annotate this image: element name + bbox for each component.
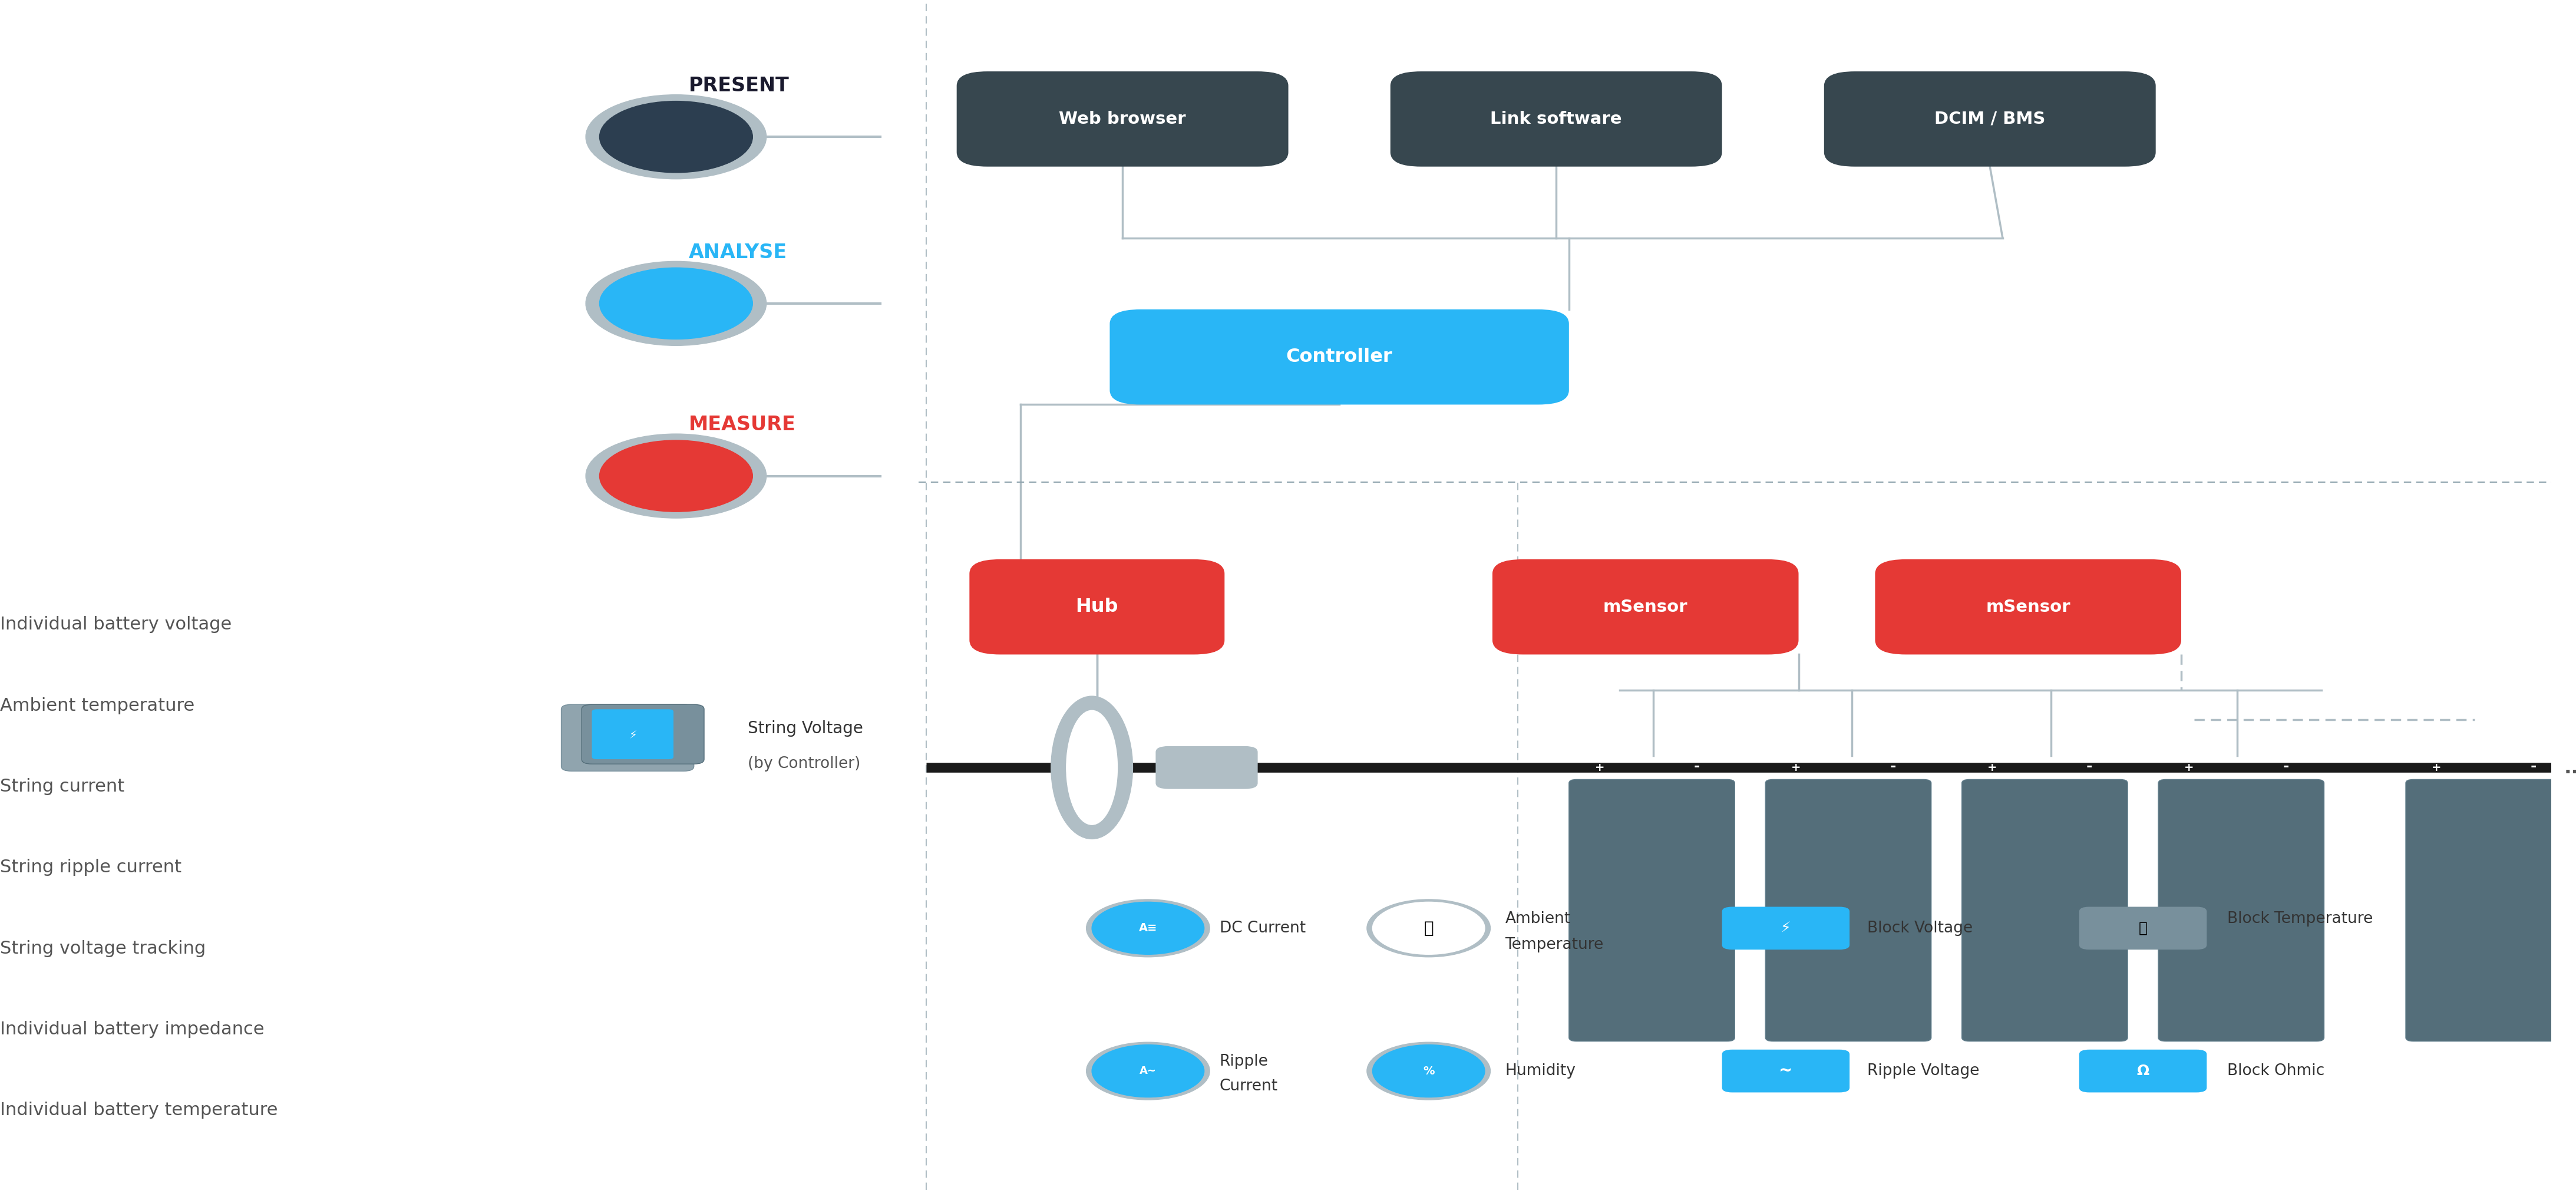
Text: Individual battery impedance: Individual battery impedance [0,1021,265,1038]
FancyBboxPatch shape [1569,779,1734,1041]
Circle shape [1373,902,1484,954]
Text: Controller: Controller [1285,347,1394,367]
Text: +: + [1989,763,1996,774]
Text: Ambient: Ambient [1504,912,1571,926]
FancyBboxPatch shape [2079,1050,2208,1092]
Text: 🌡: 🌡 [2138,921,2148,935]
Circle shape [585,434,768,518]
Text: ANALYSE: ANALYSE [688,243,788,262]
Text: A≡: A≡ [1139,922,1157,934]
FancyBboxPatch shape [562,704,693,771]
FancyBboxPatch shape [2079,907,2208,950]
Text: 🌡: 🌡 [1425,920,1432,937]
Text: A~: A~ [1139,1066,1157,1076]
Text: %: % [1422,1065,1435,1077]
Text: Temperature: Temperature [1504,938,1605,952]
Text: String ripple current: String ripple current [0,859,180,876]
Text: Ripple: Ripple [1218,1054,1267,1069]
FancyBboxPatch shape [1824,71,2156,167]
Text: Block Voltage: Block Voltage [1868,921,1973,935]
Circle shape [1087,1042,1211,1100]
Text: Individual battery temperature: Individual battery temperature [0,1102,278,1119]
Text: Ω: Ω [2136,1064,2148,1078]
Text: Block Temperature: Block Temperature [2228,912,2372,926]
FancyBboxPatch shape [2159,779,2324,1041]
Circle shape [585,262,768,345]
Text: +: + [2432,763,2442,774]
Text: -: - [1891,759,1896,774]
Circle shape [1368,900,1492,957]
Circle shape [1087,900,1211,957]
FancyBboxPatch shape [956,71,1288,167]
Text: Humidity: Humidity [1504,1064,1577,1078]
FancyBboxPatch shape [1110,309,1569,405]
Text: mSensor: mSensor [1602,599,1687,615]
Text: +: + [1790,763,1801,774]
Ellipse shape [1066,710,1118,825]
Circle shape [1092,902,1203,954]
Text: DC Current: DC Current [1218,921,1306,935]
Text: DCIM / BMS: DCIM / BMS [1935,111,2045,127]
Text: Hub: Hub [1077,597,1118,616]
FancyBboxPatch shape [1875,559,2182,654]
Text: ..: .. [2563,758,2576,777]
Text: Link software: Link software [1492,111,1623,127]
Text: Web browser: Web browser [1059,111,1185,127]
Circle shape [600,268,752,339]
Text: Ambient temperature: Ambient temperature [0,697,196,714]
Text: -: - [2087,759,2092,774]
Text: Current: Current [1218,1079,1278,1094]
Text: -: - [2282,759,2290,774]
Text: (by Controller): (by Controller) [747,757,860,771]
Text: String Voltage: String Voltage [747,720,863,737]
Text: Individual battery voltage: Individual battery voltage [0,616,232,633]
Text: +: + [2184,763,2195,774]
Text: -: - [2530,759,2537,774]
FancyBboxPatch shape [1765,779,1932,1041]
FancyBboxPatch shape [1391,71,1721,167]
Text: -: - [1692,759,1700,774]
FancyBboxPatch shape [2406,779,2571,1041]
Circle shape [600,101,752,173]
Ellipse shape [1051,696,1133,839]
Text: Ripple Voltage: Ripple Voltage [1868,1064,1978,1078]
FancyBboxPatch shape [1721,1050,1850,1092]
FancyBboxPatch shape [1157,746,1257,789]
Text: String voltage tracking: String voltage tracking [0,940,206,957]
Text: ~: ~ [1780,1063,1793,1079]
FancyBboxPatch shape [1721,907,1850,950]
Circle shape [600,440,752,512]
Text: Block Ohmic: Block Ohmic [2228,1064,2324,1078]
Text: mSensor: mSensor [1986,599,2071,615]
Circle shape [1373,1045,1484,1097]
Text: ⚡: ⚡ [629,729,636,741]
FancyBboxPatch shape [1492,559,1798,654]
Text: ⚡: ⚡ [1780,921,1790,935]
Circle shape [1368,1042,1492,1100]
FancyBboxPatch shape [969,559,1224,654]
Text: MEASURE: MEASURE [688,415,796,434]
FancyBboxPatch shape [1963,779,2128,1041]
Text: String current: String current [0,778,124,795]
FancyBboxPatch shape [592,709,672,759]
Text: +: + [1595,763,1605,774]
Circle shape [585,95,768,179]
Text: PRESENT: PRESENT [688,76,788,95]
Circle shape [1092,1045,1203,1097]
FancyBboxPatch shape [582,704,703,764]
